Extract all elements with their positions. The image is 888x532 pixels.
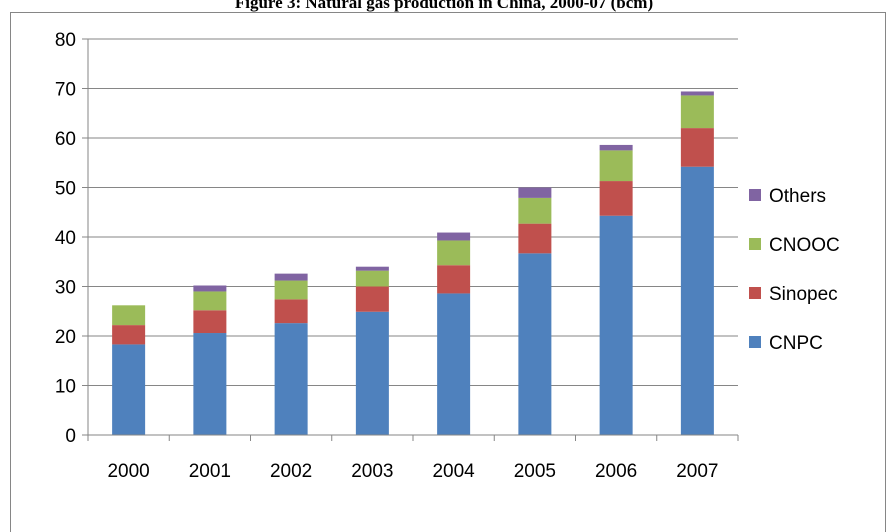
bar-cnpc-2007 — [680, 166, 714, 435]
legend-swatch-others — [749, 189, 761, 201]
bar-cnpc-2003 — [355, 311, 389, 435]
bar-sinopec-2006 — [599, 181, 633, 216]
bar-cnooc-2002 — [274, 280, 308, 300]
bar-others-2004 — [437, 232, 471, 241]
legend-swatch-sinopec — [749, 287, 761, 299]
chart-frame — [10, 12, 886, 532]
bar-others-2001 — [193, 285, 227, 292]
x-tick-label-2005: 2005 — [514, 461, 556, 482]
legend-swatch-cnooc — [749, 238, 761, 250]
stacked-bar-chart: 0 10 20 30 40 50 60 70 80 2000 2001 2002 2003 2004 200… — [55, 30, 840, 482]
bar-others-2007 — [680, 91, 714, 96]
legend-label-others: Others — [769, 186, 826, 207]
bar-cnpc-2000 — [112, 344, 146, 435]
x-tick-label-2006: 2006 — [595, 461, 637, 482]
bar-cnpc-2006 — [599, 215, 633, 435]
chart-title: Figure 3: Natural gas production in Chin… — [234, 0, 654, 12]
bar-cnooc-2000 — [112, 305, 146, 326]
y-tick-label-40: 40 — [55, 228, 76, 249]
legend-label-sinopec: Sinopec — [769, 284, 838, 305]
y-tick-label-70: 70 — [55, 80, 76, 101]
y-tick-label-10: 10 — [55, 377, 76, 398]
bar-sinopec-2003 — [355, 286, 389, 312]
x-tick-label-2007: 2007 — [676, 461, 718, 482]
x-tick-label-2000: 2000 — [107, 461, 149, 482]
y-tick-label-60: 60 — [55, 129, 76, 150]
bar-sinopec-2004 — [437, 265, 471, 294]
y-tick-label-30: 30 — [55, 278, 76, 299]
y-tick-label-80: 80 — [55, 30, 76, 51]
bar-others-2002 — [274, 273, 308, 281]
bar-cnpc-2001 — [193, 333, 227, 435]
bar-sinopec-2005 — [518, 223, 552, 254]
bar-others-2005 — [518, 187, 552, 198]
bar-others-2006 — [599, 144, 633, 151]
bar-sinopec-2002 — [274, 299, 308, 324]
bar-sinopec-2000 — [112, 325, 146, 345]
y-tick-label-0: 0 — [65, 426, 76, 447]
bar-cnooc-2001 — [193, 291, 227, 311]
bar-cnooc-2003 — [355, 270, 389, 287]
x-tick-label-2001: 2001 — [189, 461, 231, 482]
bar-layer — [112, 91, 714, 435]
bar-others-2003 — [355, 266, 389, 271]
x-tick-label-2004: 2004 — [432, 461, 475, 482]
grid-lines — [88, 38, 738, 386]
bar-cnpc-2002 — [274, 323, 308, 435]
bar-cnooc-2007 — [680, 95, 714, 129]
bar-cnooc-2005 — [518, 197, 552, 224]
y-tick-label-50: 50 — [55, 179, 76, 200]
axes: 0 10 20 30 40 50 60 70 80 2000 2001 2002 2003 2004 200… — [55, 30, 739, 482]
x-tick-label-2003: 2003 — [351, 461, 393, 482]
legend: Others CNOOC Sinopec CNPC — [749, 186, 840, 354]
bar-sinopec-2001 — [193, 310, 227, 334]
bar-cnpc-2004 — [437, 293, 471, 435]
legend-label-cnpc: CNPC — [769, 333, 823, 354]
bar-cnooc-2004 — [437, 240, 471, 266]
bar-cnooc-2006 — [599, 150, 633, 182]
bar-sinopec-2007 — [680, 128, 714, 167]
legend-swatch-cnpc — [749, 336, 761, 348]
bar-cnpc-2005 — [518, 253, 552, 435]
legend-label-cnooc: CNOOC — [769, 235, 840, 256]
y-tick-label-20: 20 — [55, 327, 76, 348]
x-tick-label-2002: 2002 — [270, 461, 312, 482]
